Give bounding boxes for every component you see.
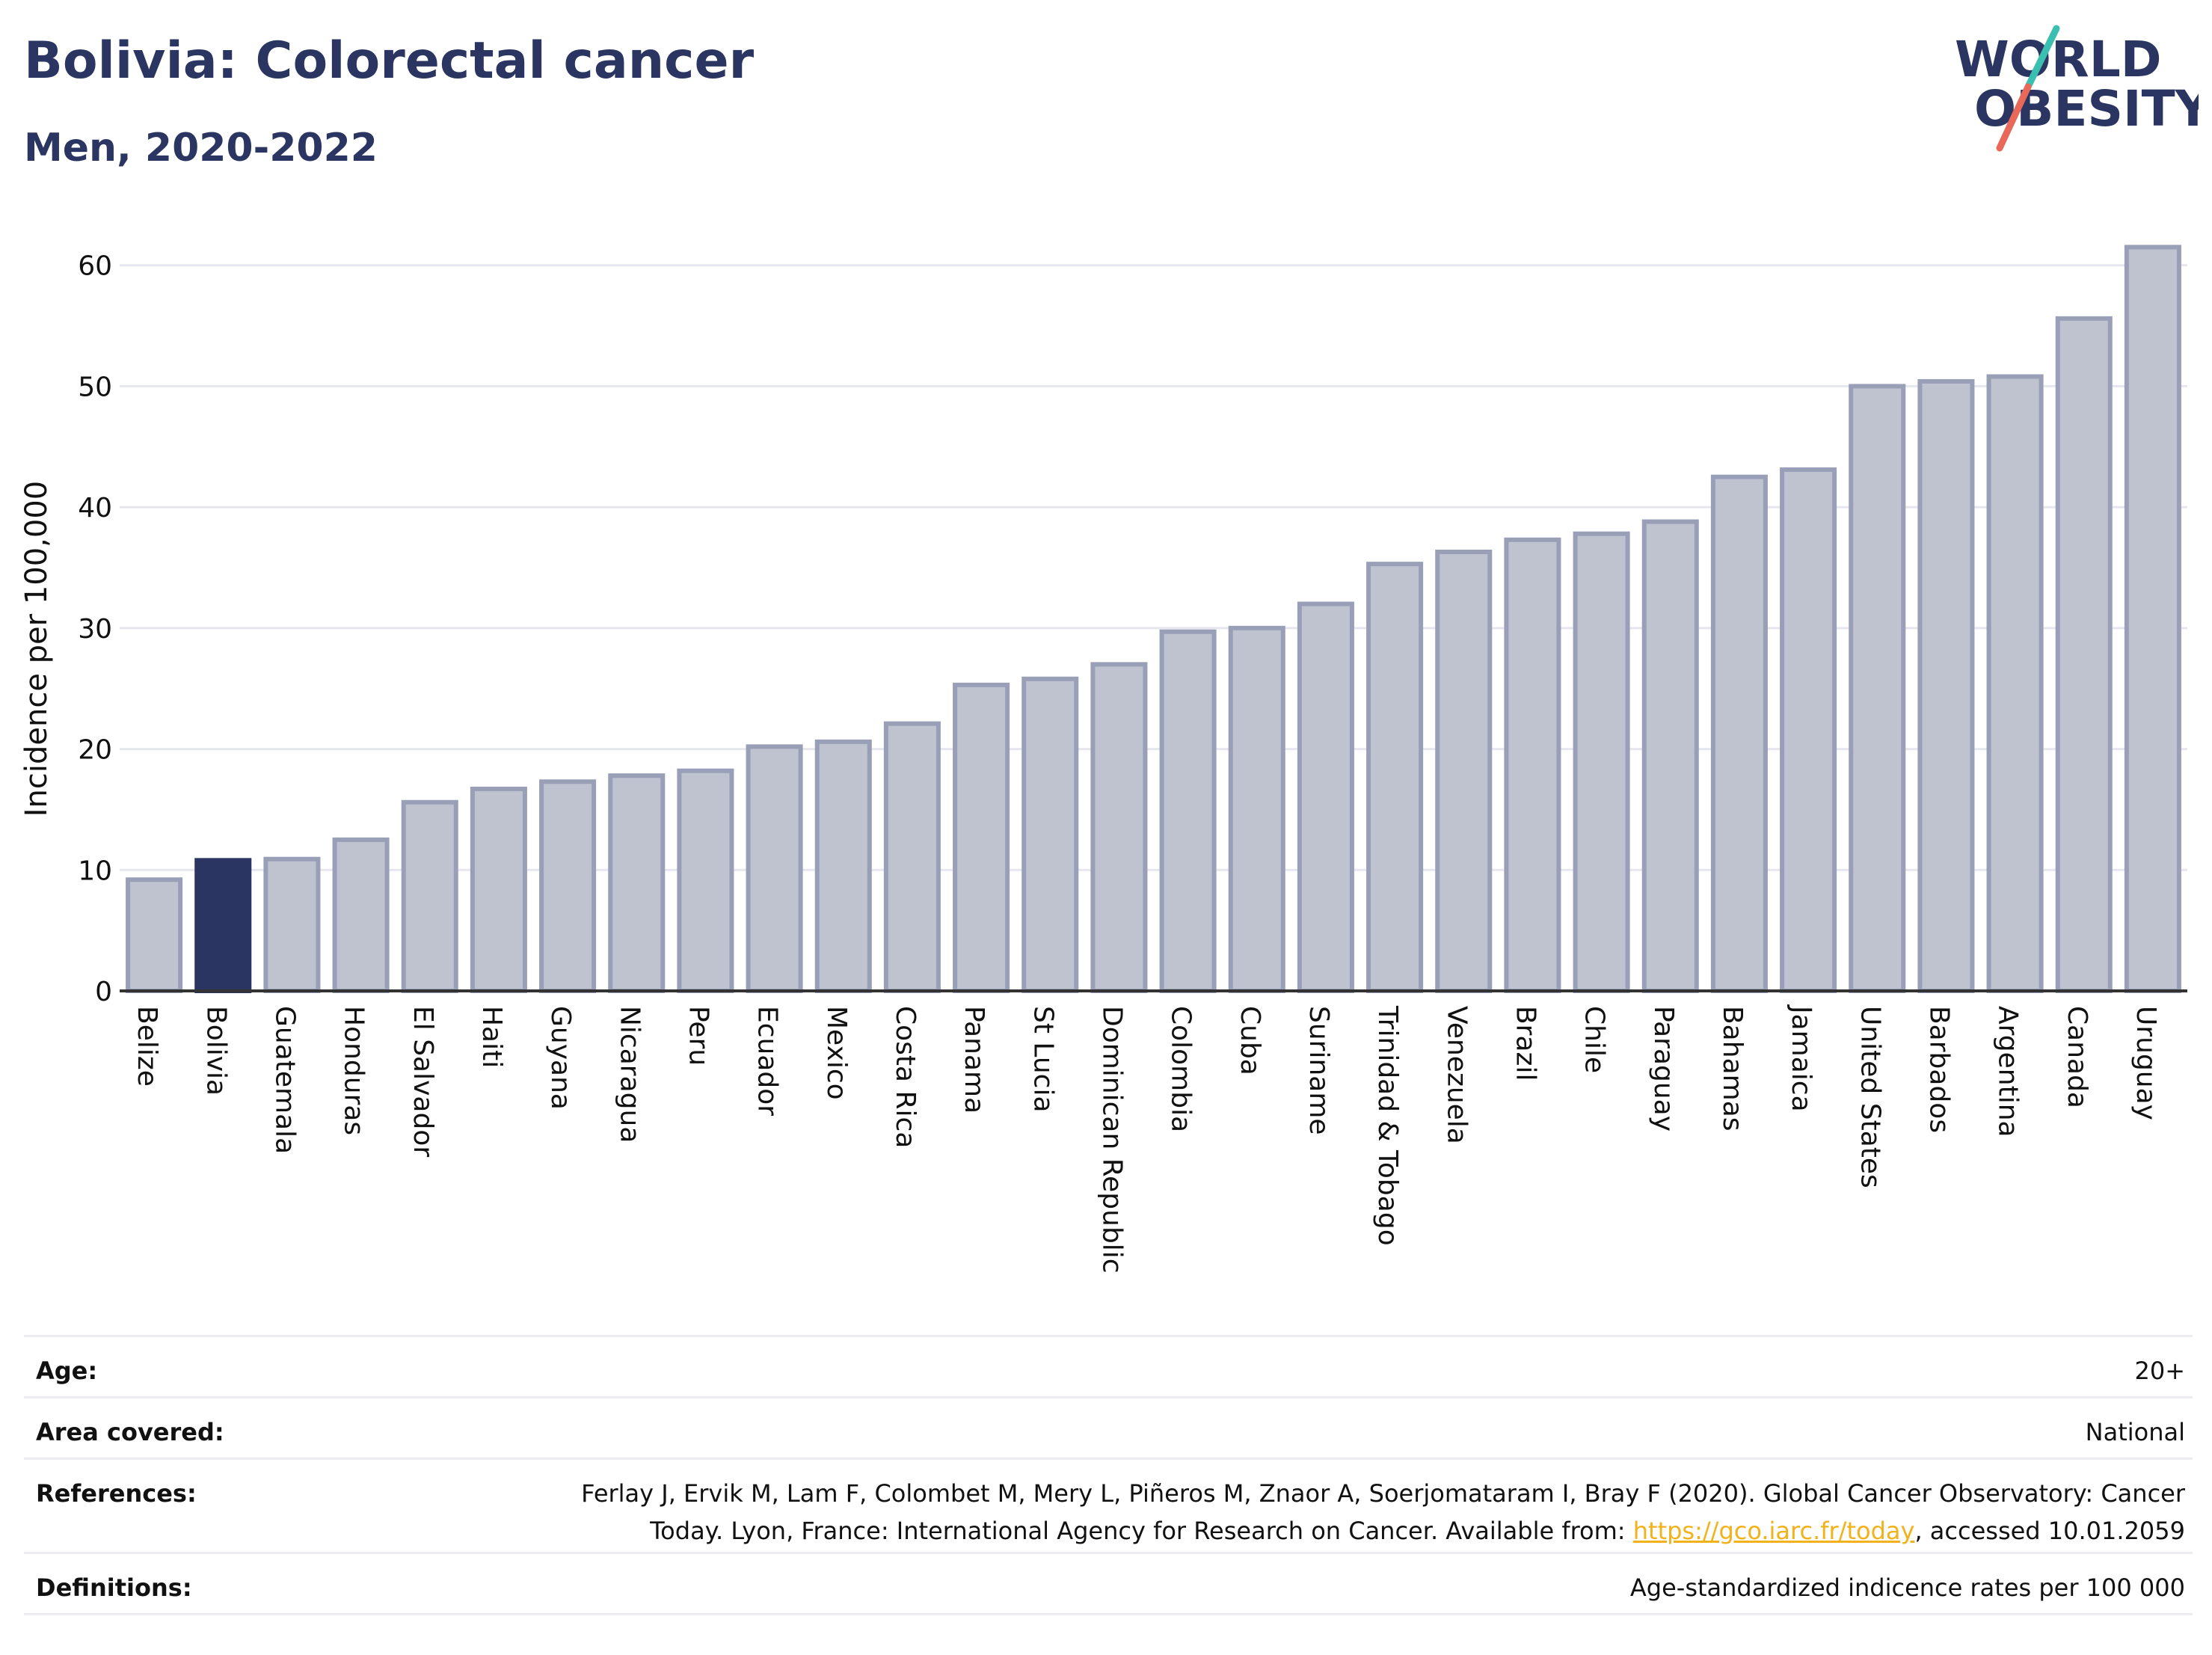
info-bottom-rule [24, 1613, 2193, 1615]
bar-el-salvador [401, 799, 458, 993]
x-tick-label: Barbados [1923, 1006, 1954, 1133]
bar-dominican-republic [1090, 662, 1148, 993]
bar-suriname [1297, 601, 1354, 993]
x-tick-label: Peru [683, 1006, 713, 1066]
y-tick-label: 30 [78, 614, 112, 645]
x-tick-label: El Salvador [408, 1006, 438, 1157]
bar-belize [126, 877, 183, 993]
bars [126, 245, 2181, 993]
bar-mexico [814, 739, 872, 993]
bar-bahamas [1710, 474, 1768, 993]
bar-haiti [470, 786, 527, 993]
x-tick-label: Nicaragua [614, 1006, 645, 1143]
bar-chile [1573, 531, 1630, 993]
age-value: 20+ [2134, 1357, 2185, 1385]
x-tick-label: Costa Rica [890, 1006, 921, 1148]
bar-nicaragua [608, 773, 666, 993]
definitions-label: Definitions: [36, 1573, 192, 1602]
x-tick-label: Uruguay [2130, 1006, 2161, 1120]
bar-peru [677, 768, 734, 993]
info-row-age: Age: 20+ [24, 1335, 2193, 1398]
logo-slash-teal [2024, 25, 2060, 90]
x-tick-label: Guyana [545, 1006, 576, 1110]
bar-ecuador [746, 744, 803, 993]
info-row-definitions: Definitions: Age-standardized indicence … [24, 1552, 2193, 1615]
bar-cuba [1228, 625, 1285, 993]
x-tick-label: Bolivia [200, 1006, 231, 1096]
x-tick-label: Jamaica [1786, 1004, 1816, 1112]
bar-guyana [539, 779, 597, 993]
x-tick-label: Brazil [1510, 1006, 1540, 1081]
world-obesity-logo: WORLD OBESITY [1955, 25, 2199, 152]
bar-venezuela [1435, 549, 1493, 993]
references-text-1: Ferlay J, Ervik M, Lam F, Colombet M, Me… [581, 1479, 2185, 1545]
bar-bolivia [194, 858, 252, 993]
info-row-references: References: Ferlay J, Ervik M, Lam F, Co… [24, 1458, 2193, 1554]
y-tick-label: 20 [78, 735, 112, 766]
x-tick-label: Trinidad & Tobago [1372, 1005, 1403, 1246]
x-tick-label: Cuba [1235, 1006, 1265, 1075]
x-tick-label: Panama [959, 1006, 989, 1114]
bar-canada [2055, 316, 2113, 993]
bar-argentina [1986, 374, 2044, 993]
x-tick-label: Venezuela [1441, 1006, 1472, 1144]
x-tick-label: Honduras [339, 1006, 369, 1135]
x-tick-label: Paraguay [1648, 1006, 1679, 1132]
x-tick-label: Colombia [1166, 1006, 1196, 1132]
x-tick-label: Mexico [821, 1006, 852, 1100]
x-tick-label: Argentina [1993, 1006, 2024, 1137]
bar-chart: 0 10 20 30 40 50 60 Belize Bolivia Guatemala Hond… [19, 245, 2187, 1274]
x-tick-label: Dominican Republic [1096, 1006, 1127, 1274]
y-tick-label: 0 [95, 977, 112, 1007]
chart-subtitle: Men, 2020-2022 [24, 126, 378, 171]
y-axis-label: Incidence per 100,000 [19, 481, 54, 817]
references-text-2: , accessed 10.01.2059 [1914, 1517, 2185, 1545]
bar-paraguay [1641, 519, 1699, 993]
y-axis-ticks: 0 10 20 30 40 50 60 [78, 251, 112, 1007]
bar-panama [953, 682, 1010, 993]
area-label: Area covered: [36, 1418, 224, 1446]
bar-guatemala [263, 856, 321, 993]
x-tick-label: Canada [2062, 1006, 2092, 1108]
definitions-value: Age-standardized indicence rates per 100… [1629, 1573, 2185, 1602]
x-tick-label: United States [1855, 1006, 1885, 1188]
bar-brazil [1504, 537, 1561, 993]
x-axis-labels: Belize Bolivia Guatemala Honduras El Salvado… [132, 1004, 2161, 1274]
x-tick-label: Haiti [476, 1006, 507, 1068]
x-tick-label: Belize [132, 1006, 162, 1087]
x-tick-label: Bahamas [1717, 1006, 1748, 1132]
bar-colombia [1159, 629, 1217, 993]
y-tick-label: 40 [78, 493, 112, 523]
references-link[interactable]: https://gco.iarc.fr/today [1632, 1517, 1915, 1545]
x-tick-label: Suriname [1303, 1006, 1334, 1135]
y-tick-label: 10 [78, 856, 112, 886]
y-tick-label: 60 [78, 251, 112, 282]
logo-line-1: WORLD [1955, 31, 2162, 88]
logo-slash-coral [1996, 83, 2032, 152]
x-tick-label: Ecuador [752, 1006, 783, 1116]
bar-united-states [1849, 384, 1906, 993]
info-row-area: Area covered: National [24, 1396, 2193, 1460]
references-label: References: [36, 1479, 197, 1508]
bar-honduras [332, 837, 390, 993]
area-value: National [2085, 1418, 2185, 1446]
bar-barbados [1917, 378, 1975, 993]
bar-trinidad-tobago [1366, 562, 1424, 993]
grid-lines [120, 264, 2187, 871]
bar-st-lucia [1021, 676, 1079, 993]
bar-jamaica [1780, 467, 1837, 993]
references-value: Ferlay J, Ervik M, Lam F, Colombet M, Me… [540, 1475, 2185, 1550]
bar-uruguay [2124, 245, 2181, 993]
chart-title: Bolivia: Colorectal cancer [24, 31, 755, 90]
x-tick-label: Guatemala [269, 1006, 300, 1154]
x-tick-label: St Lucia [1027, 1006, 1058, 1113]
age-label: Age: [36, 1357, 98, 1385]
bar-costa-rica [883, 721, 941, 993]
y-tick-label: 50 [78, 372, 112, 402]
x-tick-label: Chile [1579, 1006, 1610, 1073]
